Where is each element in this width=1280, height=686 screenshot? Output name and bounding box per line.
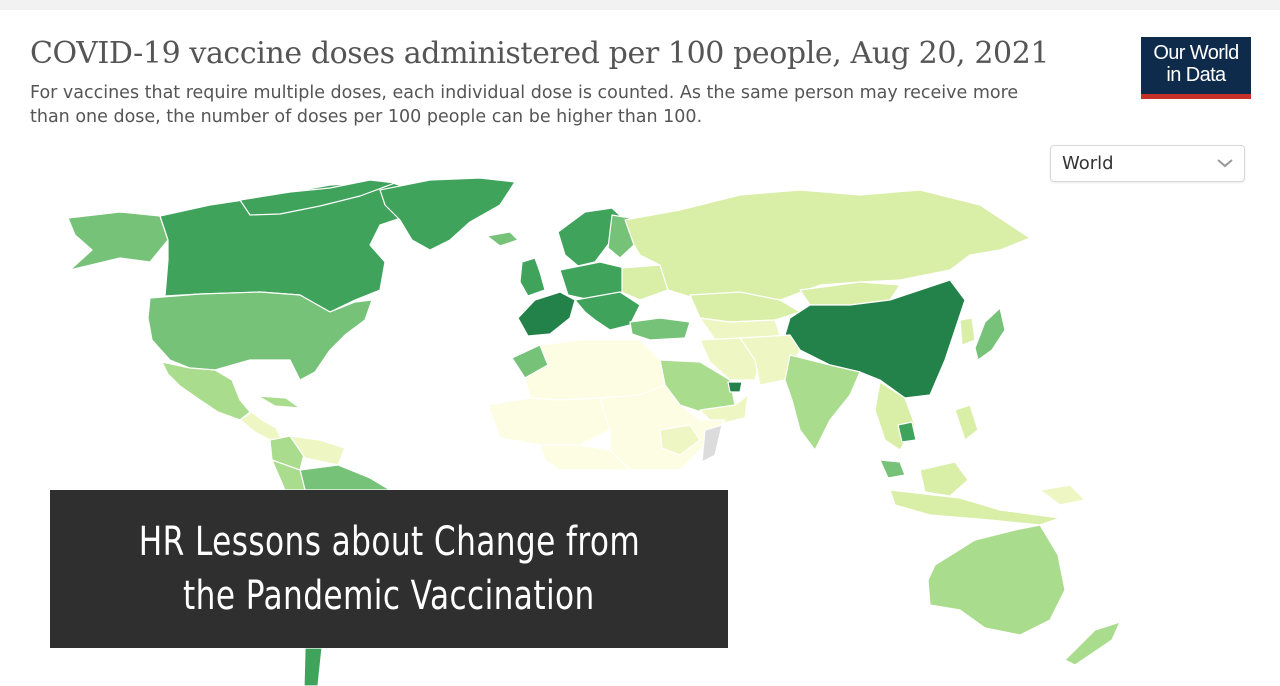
map-country-malaysia[interactable] (879, 459, 906, 479)
map-country-philippines[interactable] (954, 404, 979, 441)
map-country-russia[interactable] (624, 189, 1031, 301)
map-country-west-africa[interactable] (487, 397, 611, 446)
map-country-greenland[interactable] (379, 177, 516, 251)
chevron-down-icon (1217, 159, 1233, 168)
map-country-australia[interactable] (927, 524, 1066, 636)
logo-line-1: Our World (1153, 42, 1239, 64)
map-country-mexico[interactable] (161, 361, 251, 421)
map-country-ukraine[interactable] (621, 264, 669, 301)
map-country-venezuela[interactable] (289, 435, 346, 466)
map-country-north-africa[interactable] (524, 339, 666, 401)
map-country-turkey[interactable] (629, 317, 691, 341)
map-country-france-spain[interactable] (517, 291, 576, 337)
map-country-cuba[interactable] (257, 395, 301, 409)
video-title-banner: HR Lessons about Change from the Pandemi… (50, 490, 728, 648)
region-select-value: World (1062, 153, 1114, 174)
map-country-uae[interactable] (727, 381, 743, 393)
top-strip (0, 0, 1280, 10)
map-country-ethiopia[interactable] (659, 424, 701, 456)
map-country-central-america[interactable] (239, 411, 283, 441)
our-world-in-data-logo[interactable]: Our World in Data (1141, 37, 1251, 99)
map-country-korea[interactable] (959, 317, 976, 346)
map-country-usa[interactable] (147, 291, 373, 381)
region-select[interactable]: World (1050, 145, 1245, 182)
banner-line-1: HR Lessons about Change from (138, 519, 640, 565)
map-country-canada-islands[interactable] (239, 179, 396, 216)
map-country-somalia[interactable] (701, 424, 723, 463)
map-country-brazil[interactable] (299, 464, 391, 491)
map-country-uk[interactable] (519, 257, 546, 297)
map-country-iceland[interactable] (486, 231, 519, 247)
map-country-japan[interactable] (974, 307, 1006, 361)
logo-line-2: in Data (1166, 64, 1226, 86)
map-country-cambodia[interactable] (897, 421, 917, 443)
map-country-chile[interactable] (303, 647, 323, 686)
world-map (67, 177, 1121, 686)
chart-subtitle: For vaccines that require multiple doses… (30, 83, 1019, 127)
map-country-china[interactable] (784, 279, 966, 399)
map-country-india[interactable] (784, 354, 861, 451)
map-country-italy-balkans[interactable] (574, 291, 641, 331)
map-country-png[interactable] (1039, 484, 1086, 506)
map-country-central-africa[interactable] (539, 444, 631, 471)
page-title: COVID-19 vaccine doses administered per … (30, 36, 1050, 71)
map-country-new-zealand[interactable] (1064, 621, 1121, 666)
map-country-alaska[interactable] (67, 211, 169, 271)
banner-line-2: the Pandemic Vaccination (183, 573, 595, 619)
map-country-indonesia[interactable] (889, 489, 1061, 526)
map-country-borneo[interactable] (919, 461, 969, 497)
